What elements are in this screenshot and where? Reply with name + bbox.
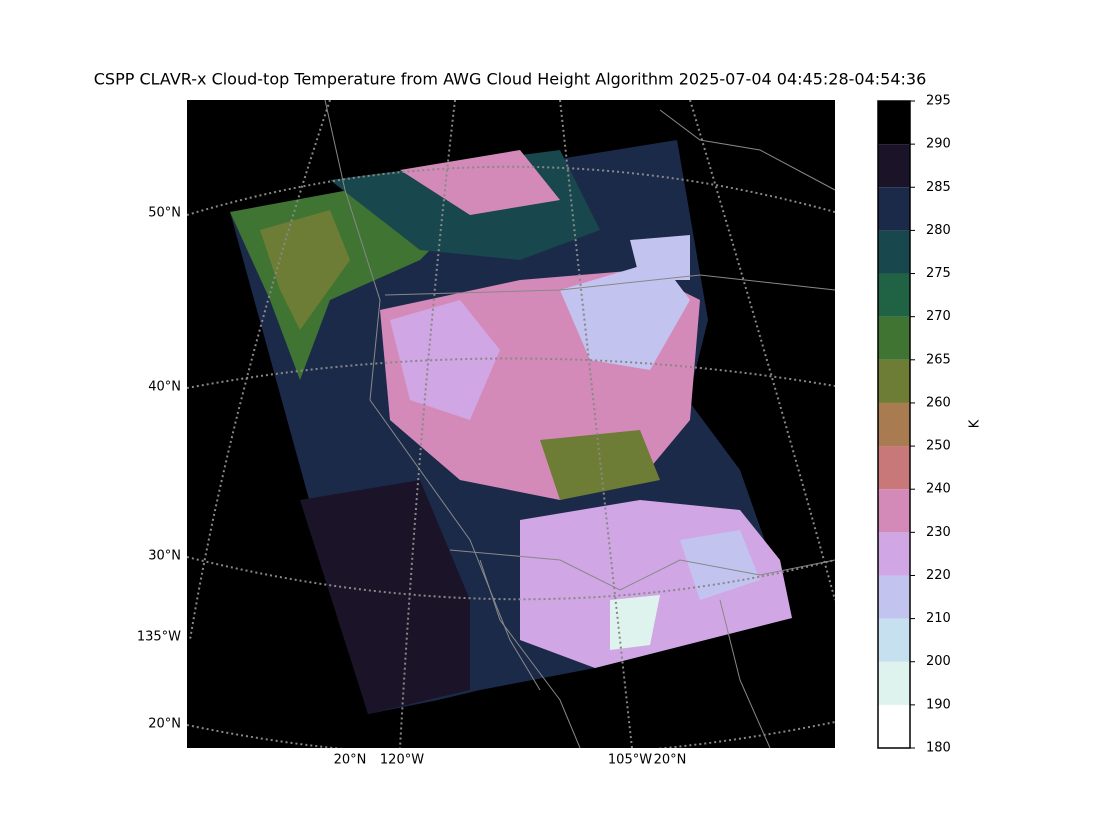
colorbar-frame — [877, 100, 911, 749]
lat-label: 50°N — [148, 206, 181, 221]
border — [449, 549, 835, 591]
colorbar-segment — [878, 618, 910, 662]
graticule — [187, 721, 835, 748]
colorbar: 180 190 200 210 220 230 240 250 260 265 270 275 280 2… — [877, 94, 951, 756]
coastline — [479, 559, 581, 748]
colorbar-segment — [878, 187, 910, 231]
colorbar-label: K — [968, 419, 983, 428]
colorbar-segment — [878, 446, 910, 490]
lat-label: 20°N — [148, 717, 181, 732]
cloud — [560, 260, 690, 370]
colorbar-segment — [878, 273, 910, 317]
coastline — [659, 109, 835, 191]
coastline — [324, 100, 541, 691]
colorbar-segment — [878, 144, 910, 188]
lat-label: 30°N — [148, 549, 181, 564]
colorbar-tick-label: 275 — [926, 266, 951, 281]
colorbar-tick-label: 285 — [926, 180, 951, 195]
graticule — [187, 165, 835, 216]
graticule — [559, 100, 633, 748]
cloud — [630, 235, 690, 280]
map — [187, 100, 835, 748]
colorbar-tick-label: 265 — [926, 352, 951, 367]
colorbar-segment — [878, 230, 910, 274]
colorbar-tick-label: 200 — [926, 654, 951, 669]
colorbar-segment — [878, 316, 910, 360]
lon-label: 120°W — [380, 753, 424, 768]
lon-label: 105°W — [608, 753, 652, 768]
colorbar-segment — [878, 402, 910, 447]
colorbar-tick-label: 250 — [926, 439, 951, 454]
cloud — [680, 530, 760, 600]
colorbar-segment — [878, 661, 910, 705]
cloud — [610, 595, 660, 650]
graticule — [399, 100, 456, 748]
colorbar-tick-label: 220 — [926, 568, 951, 583]
lon-label: 20°N — [654, 753, 687, 768]
colorbar-segment — [878, 575, 910, 619]
colorbar-tick-label: 295 — [926, 94, 951, 109]
cloud — [260, 210, 350, 330]
colorbar-tick-label: 180 — [926, 741, 951, 756]
colorbar-tick-label: 210 — [926, 611, 951, 626]
graticule — [187, 357, 835, 389]
colorbar-segment — [878, 704, 910, 748]
swath-region — [300, 480, 470, 714]
colorbar-segment — [878, 532, 910, 576]
graticule — [189, 100, 331, 641]
graticule — [187, 556, 835, 601]
colorbar-tick-label: 290 — [926, 137, 951, 152]
lon-label: 20°N — [334, 753, 367, 768]
colorbar-tick-label: 280 — [926, 223, 951, 238]
cloud — [390, 300, 500, 420]
colorbar-segment — [878, 359, 910, 403]
colorbar-tick-label: 240 — [926, 482, 951, 497]
title: CSPP CLAVR-x Cloud-top Temperature from … — [94, 70, 927, 89]
colorbar-segment — [878, 489, 910, 533]
lat-label: 135°W — [137, 630, 181, 645]
colorbar-tick-label: 190 — [926, 697, 951, 712]
cloud — [540, 430, 660, 500]
coastline — [719, 599, 771, 748]
colorbar-tick-label: 260 — [926, 395, 951, 410]
cloud — [400, 150, 560, 215]
colorbar-segment — [878, 101, 910, 145]
graticule — [689, 100, 835, 601]
border — [384, 274, 835, 296]
lat-label: 40°N — [148, 380, 181, 395]
colorbar-tick-label: 230 — [926, 525, 951, 540]
colorbar-tick-label: 270 — [926, 309, 951, 324]
